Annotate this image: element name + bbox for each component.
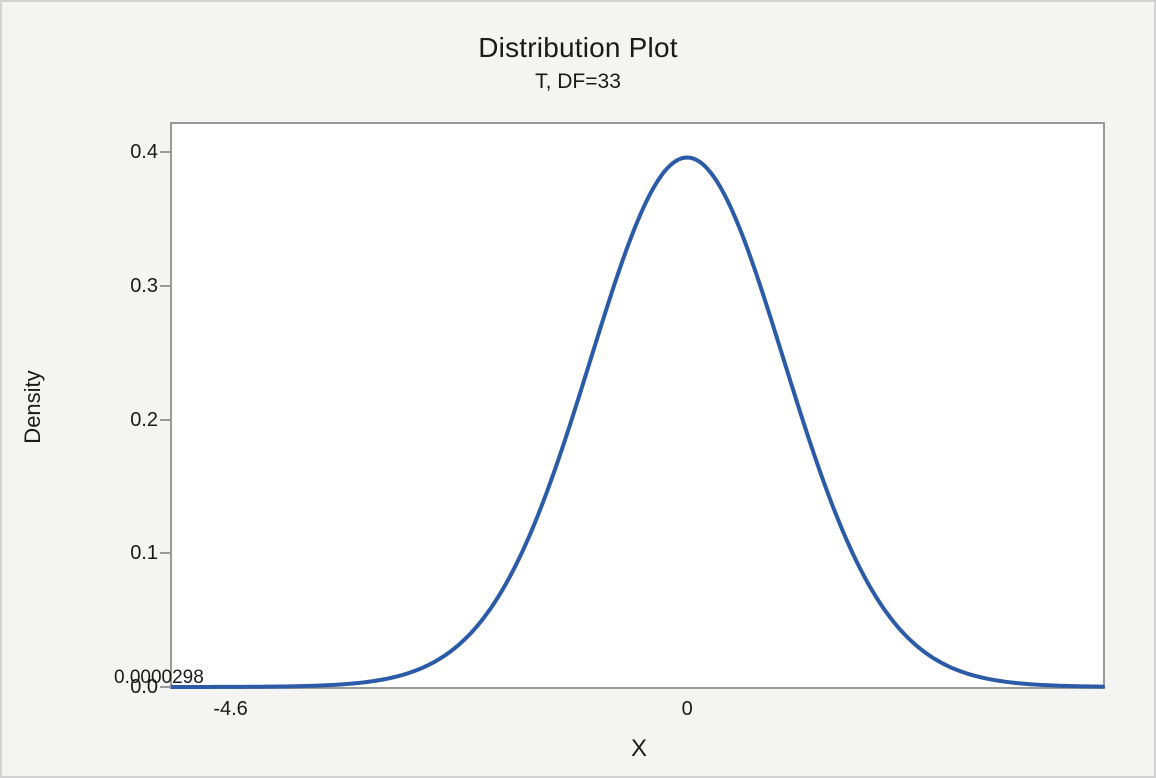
- y-tick-label: 0.0: [130, 676, 158, 698]
- chart-title: Distribution Plot: [478, 32, 678, 63]
- chart-subtitle: T, DF=33: [535, 70, 621, 93]
- y-tick-mark: [160, 151, 171, 153]
- density-curve: [170, 155, 1105, 689]
- x-tick-label: -4.6: [213, 698, 248, 720]
- x-axis-label: X: [630, 735, 647, 762]
- y-axis-label: Density: [20, 370, 45, 444]
- y-tick-mark: [160, 552, 171, 555]
- density-curve-svg: [170, 155, 1105, 689]
- y-tick-mark: [160, 686, 171, 688]
- y-tick-mark: [160, 418, 171, 421]
- y-tick-label: 0.3: [130, 274, 158, 297]
- probability-annotation: 0.0000298: [114, 667, 204, 688]
- y-tick-label: 0.4: [130, 141, 158, 163]
- y-tick-label: 0.2: [130, 408, 158, 431]
- x-tick-label: 0: [681, 698, 693, 720]
- y-tick-label: 0.1: [130, 542, 158, 565]
- y-tick-mark: [160, 284, 171, 287]
